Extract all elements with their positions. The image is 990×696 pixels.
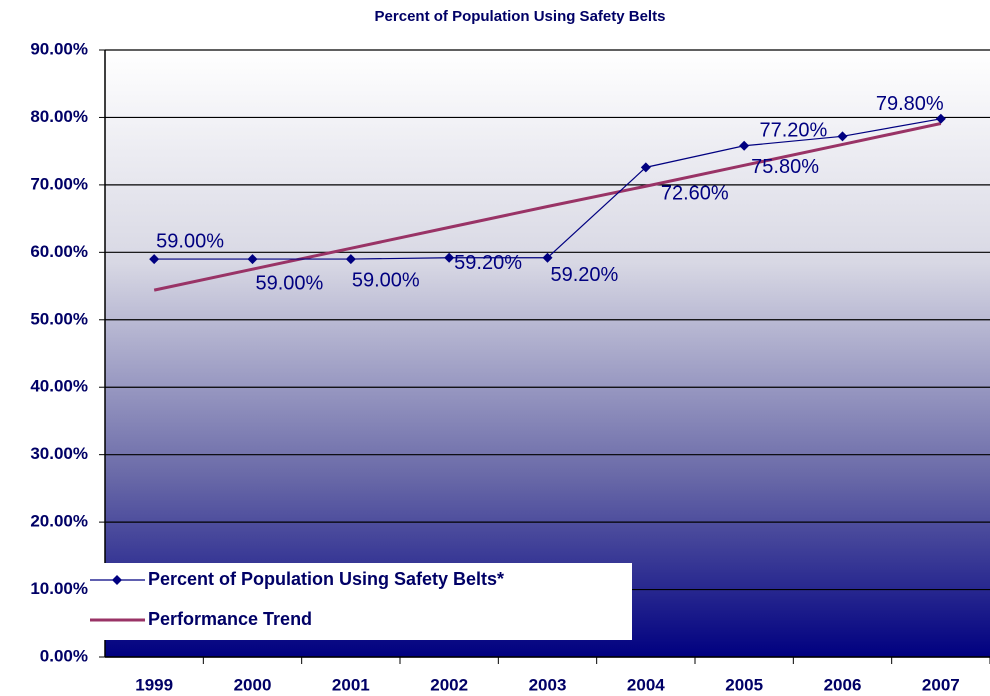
point-marker bbox=[542, 252, 553, 263]
data-label: 59.20% bbox=[454, 252, 522, 274]
x-tick-label: 2007 bbox=[922, 675, 960, 694]
y-tick-label: 70.00% bbox=[30, 174, 88, 193]
point-marker bbox=[345, 254, 356, 265]
y-tick-label: 60.00% bbox=[30, 242, 88, 261]
x-tick-label: 2003 bbox=[529, 675, 567, 694]
y-tick-label: 80.00% bbox=[30, 107, 88, 126]
x-tick-label: 1999 bbox=[135, 675, 173, 694]
legend-marker bbox=[112, 575, 122, 585]
legend-label: Percent of Population Using Safety Belts… bbox=[148, 569, 504, 589]
data-label: 77.20% bbox=[760, 120, 828, 142]
x-tick-label: 2005 bbox=[725, 675, 763, 694]
y-tick-label: 0.00% bbox=[40, 646, 88, 665]
plot-area bbox=[105, 50, 990, 657]
x-tick-label: 2002 bbox=[430, 675, 468, 694]
point-marker bbox=[837, 131, 848, 142]
point-marker bbox=[640, 162, 651, 173]
y-tick-label: 40.00% bbox=[30, 377, 88, 396]
y-tick-label: 10.00% bbox=[30, 579, 88, 598]
x-tick-label: 2006 bbox=[824, 675, 862, 694]
y-tick-label: 30.00% bbox=[30, 444, 88, 463]
data-label: 59.00% bbox=[352, 269, 420, 291]
legend-label: Performance Trend bbox=[148, 609, 312, 629]
data-label: 59.20% bbox=[551, 264, 619, 286]
data-label: 79.80% bbox=[876, 93, 944, 115]
point-marker bbox=[247, 254, 258, 265]
legend: Percent of Population Using Safety Belts… bbox=[85, 563, 632, 640]
data-label: 72.60% bbox=[661, 183, 729, 205]
x-tick-label: 2004 bbox=[627, 675, 665, 694]
point-marker bbox=[935, 113, 946, 124]
y-tick-label: 50.00% bbox=[30, 309, 88, 328]
legend-box bbox=[85, 563, 632, 640]
chart-title: Percent of Population Using Safety Belts bbox=[375, 8, 666, 25]
trend-line bbox=[153, 122, 942, 292]
data-label: 59.00% bbox=[156, 230, 224, 252]
point-marker bbox=[149, 254, 160, 265]
data-label: 59.00% bbox=[256, 272, 324, 294]
point-marker bbox=[739, 140, 750, 151]
y-tick-label: 20.00% bbox=[30, 512, 88, 531]
x-tick-label: 2001 bbox=[332, 675, 370, 694]
data-label: 75.80% bbox=[751, 156, 819, 178]
y-tick-label: 90.00% bbox=[30, 39, 88, 58]
point-marker bbox=[444, 252, 455, 263]
x-tick-label: 2000 bbox=[234, 675, 272, 694]
